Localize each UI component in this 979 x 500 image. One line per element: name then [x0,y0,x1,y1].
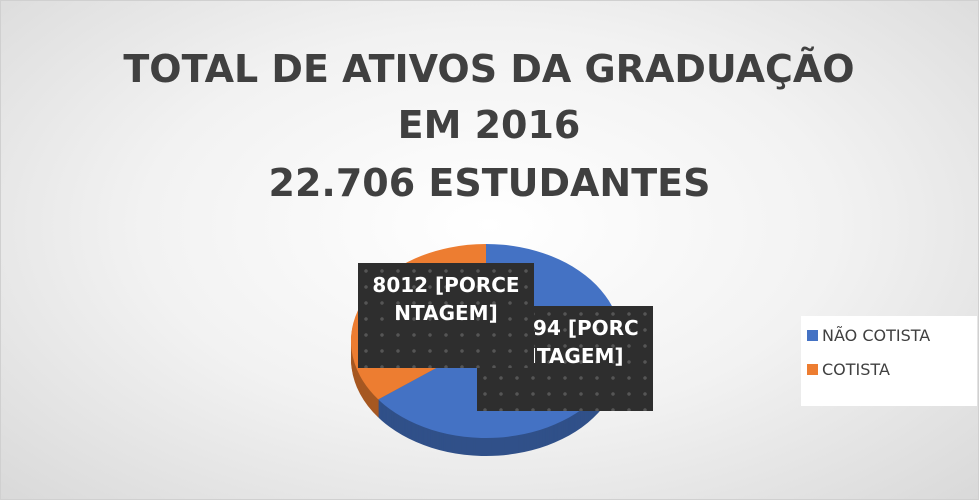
legend-item: COTISTA [807,360,890,379]
legend-swatch [807,364,818,375]
legend-label: NÃO COTISTA [822,326,931,345]
chart-subtitle: 22.706 ESTUDANTES [268,161,711,205]
legend-item: NÃO COTISTA [807,326,930,345]
legend-label: COTISTA [822,360,890,379]
chart-title: TOTAL DE ATIVOS DA GRADUAÇÃO EM 2016 [123,47,855,147]
legend: NÃO COTISTA COTISTA [801,316,977,406]
legend-swatch [807,330,818,341]
data-label: 8012 [PORCENTAGEM] [358,263,534,368]
